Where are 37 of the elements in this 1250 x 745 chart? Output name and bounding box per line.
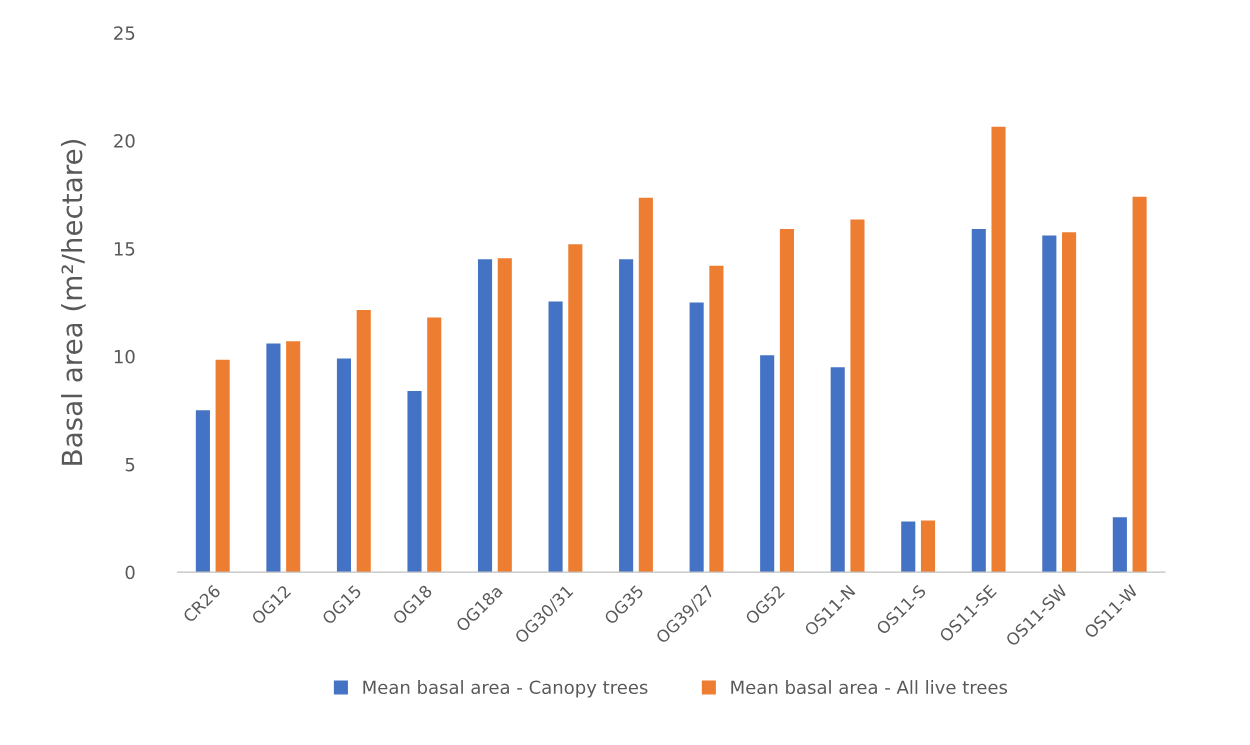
bar <box>427 317 442 573</box>
bar <box>1042 235 1057 573</box>
bar <box>1062 232 1077 573</box>
bar <box>709 265 724 573</box>
bar <box>830 367 845 573</box>
bar <box>215 359 230 573</box>
bar <box>266 343 281 573</box>
y-tick-label: 5 <box>125 457 135 472</box>
y-axis-title: Basal area (m²/hectare) <box>60 139 86 465</box>
bar <box>477 259 493 573</box>
y-tick-label: 20 <box>114 134 135 148</box>
bar <box>638 197 653 573</box>
legend-label: Mean basal area - Canopy trees <box>363 680 648 698</box>
bar <box>1132 196 1147 573</box>
y-tick-label: 10 <box>114 349 135 364</box>
legend-label: Mean basal area - All live trees <box>731 680 1008 695</box>
bar <box>971 229 986 573</box>
bar <box>619 259 634 573</box>
bar <box>356 310 371 573</box>
bar <box>548 301 563 573</box>
bar <box>286 341 301 573</box>
bar <box>920 520 936 573</box>
bar <box>497 258 512 573</box>
bar <box>336 358 352 573</box>
bar <box>568 244 583 573</box>
y-tick-label: 0 <box>125 565 135 580</box>
y-tick-label: 25 <box>114 26 135 40</box>
bar <box>689 302 704 573</box>
bar <box>850 219 865 573</box>
bar <box>760 355 775 573</box>
bar <box>407 390 422 573</box>
bar <box>779 229 794 573</box>
bar <box>195 410 210 573</box>
bar <box>1112 517 1127 573</box>
bar <box>901 521 916 573</box>
y-tick-label: 15 <box>114 242 135 256</box>
bar <box>991 126 1006 573</box>
